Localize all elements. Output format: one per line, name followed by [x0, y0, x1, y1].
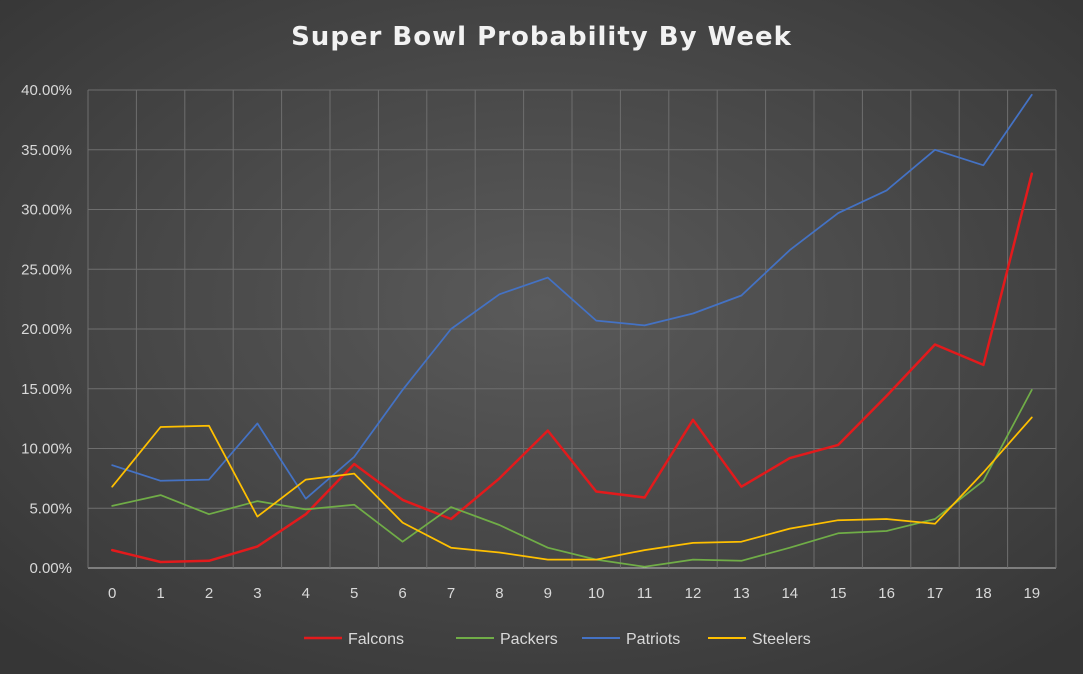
series-line-packers [111, 389, 1033, 568]
legend-label-falcons: Falcons [348, 631, 404, 648]
series-line-steelers [111, 416, 1033, 561]
grid [87, 89, 1057, 569]
x-tick-label: 4 [302, 585, 310, 602]
x-tick-label: 12 [685, 585, 702, 602]
x-tick-label: 14 [781, 585, 798, 602]
x-tick-label: 19 [1023, 585, 1040, 602]
legend-label-steelers: Steelers [752, 631, 811, 648]
x-tick-label: 11 [637, 585, 653, 602]
series-line-falcons [110, 172, 1034, 564]
y-tick-label: 15.00% [21, 381, 72, 398]
y-tick-label: 0.00% [29, 560, 72, 577]
x-tick-label: 5 [350, 585, 358, 602]
x-tick-label: 1 [156, 585, 164, 602]
x-tick-label: 3 [253, 585, 261, 602]
x-tick-label: 15 [830, 585, 847, 602]
y-tick-label: 10.00% [21, 441, 72, 458]
y-tick-label: 40.00% [21, 82, 72, 99]
x-tick-label: 7 [447, 585, 455, 602]
y-tick-label: 35.00% [21, 142, 72, 159]
y-tick-label: 5.00% [29, 500, 72, 517]
x-tick-label: 8 [495, 585, 503, 602]
legend: Falcons Packers Patriots Steelers [304, 631, 811, 648]
series-line-patriots [111, 93, 1033, 500]
x-tick-label: 9 [544, 585, 552, 602]
x-tick-label: 10 [588, 585, 605, 602]
y-axis-ticks: 0.00% 5.00% 10.00% 15.00% 20.00% 25.00% 30.00%… [21, 82, 72, 577]
x-tick-label: 18 [975, 585, 992, 602]
x-tick-label: 0 [108, 585, 116, 602]
y-tick-label: 20.00% [21, 321, 72, 338]
x-tick-label: 2 [205, 585, 213, 602]
legend-label-patriots: Patriots [626, 631, 680, 648]
series-lines [110, 93, 1034, 568]
y-tick-label: 30.00% [21, 202, 72, 219]
x-tick-label: 13 [733, 585, 750, 602]
x-tick-label: 16 [878, 585, 895, 602]
legend-label-packers: Packers [500, 631, 558, 648]
y-tick-label: 25.00% [21, 261, 72, 278]
x-tick-label: 17 [927, 585, 944, 602]
chart-title: Super Bowl Probability By Week [291, 22, 792, 52]
x-axis-ticks: 0 1 2 3 4 5 6 7 8 9 10 11 12 13 14 15 16 17 18 19 [108, 585, 1040, 602]
x-tick-label: 6 [398, 585, 406, 602]
